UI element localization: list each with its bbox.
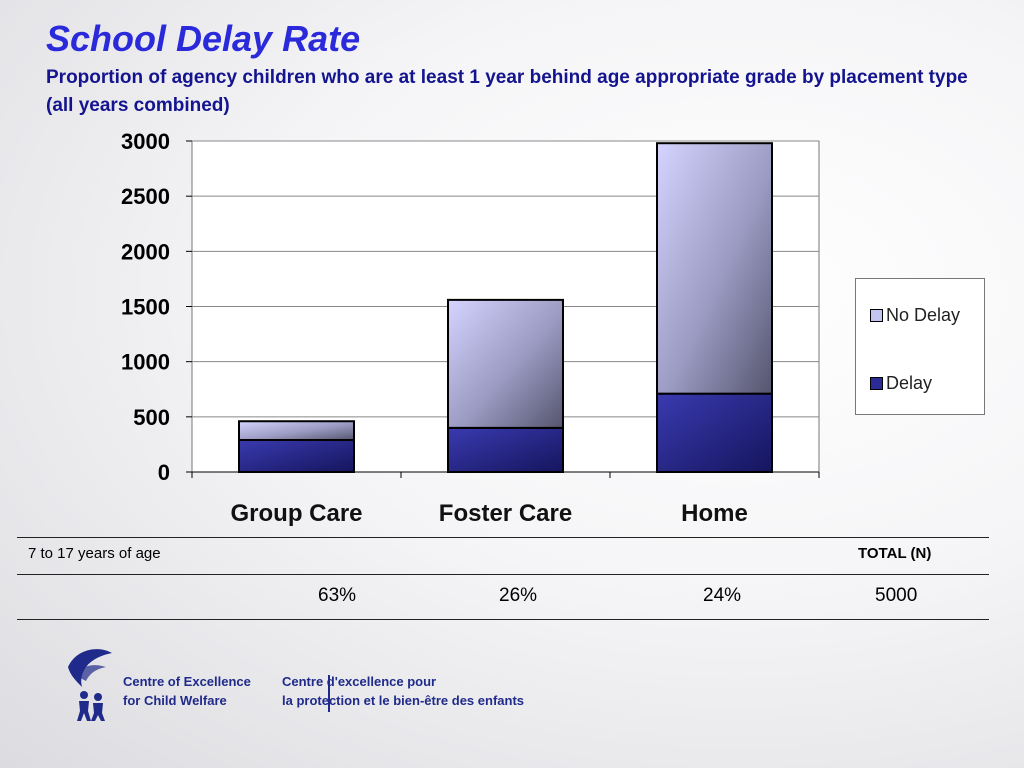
- legend-label-delay: Delay: [886, 373, 933, 393]
- table-value-home: 24%: [703, 585, 742, 606]
- y-tick-label: 1500: [121, 295, 170, 320]
- x-category-label: Group Care: [230, 500, 362, 527]
- table-top-rule: [17, 537, 989, 538]
- bar-no-delay-home: [656, 142, 773, 395]
- chart-subtitle: Proportion of agency children who are at…: [46, 67, 968, 116]
- x-category-label: Foster Care: [439, 500, 572, 527]
- logo-english-text: Centre of Excellence for Child Welfare: [123, 674, 251, 708]
- table-mid-rule: [17, 574, 989, 575]
- legend-item-no-delay: No Delay: [870, 305, 960, 326]
- table-value-foster-care: 26%: [499, 585, 538, 606]
- legend-swatch-no-delay: [870, 309, 883, 322]
- y-tick-label: 2000: [121, 239, 170, 264]
- table-total-header: TOTAL (N): [858, 545, 932, 562]
- y-tick-label: 2500: [121, 184, 170, 209]
- y-tick-label: 0: [158, 460, 170, 485]
- table-value-total: 5000: [875, 585, 918, 606]
- child-figures-icon: [68, 649, 112, 721]
- table-bottom-rule: [17, 619, 989, 620]
- legend-swatch-delay: [870, 377, 883, 390]
- organization-logo: Centre of Excellence for Child Welfare C…: [62, 645, 562, 725]
- bar-no-delay-foster-care: [447, 298, 564, 429]
- legend-item-delay: Delay: [870, 373, 932, 394]
- bar-no-delay-group-care: [238, 420, 355, 442]
- table-row-label: 7 to 17 years of age: [28, 545, 161, 562]
- x-category-label: Home: [681, 500, 748, 527]
- logo-divider: [328, 675, 330, 712]
- y-tick-label: 1000: [121, 350, 170, 375]
- logo-french-text: Centre d'excellence pour la protection e…: [282, 674, 524, 708]
- stacked-bar-chart: 0 500 1000 1500 2000 2500 3000 Group Care Foster…: [121, 129, 820, 527]
- bar-delay-home: [656, 392, 773, 473]
- y-tick-label: 500: [133, 405, 170, 430]
- bar-delay-foster-care: [447, 426, 564, 474]
- chart-legend: No Delay Delay: [855, 278, 985, 415]
- bar-delay-group-care: [238, 439, 355, 473]
- chart-title: School Delay Rate: [46, 18, 361, 59]
- y-tick-label: 3000: [121, 129, 170, 154]
- table-value-group-care: 63%: [318, 585, 357, 606]
- legend-label-no-delay: No Delay: [886, 305, 961, 325]
